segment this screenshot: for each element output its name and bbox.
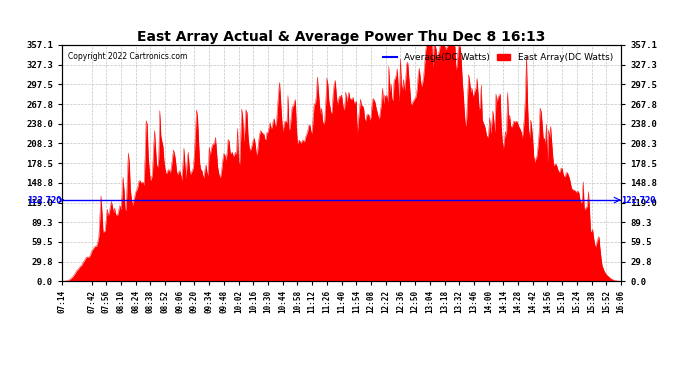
Text: 122.720: 122.720 [27, 195, 61, 204]
Title: East Array Actual & Average Power Thu Dec 8 16:13: East Array Actual & Average Power Thu De… [137, 30, 546, 44]
Text: 122.720: 122.720 [622, 195, 656, 204]
Legend: Average(DC Watts), East Array(DC Watts): Average(DC Watts), East Array(DC Watts) [380, 50, 616, 66]
Text: Copyright 2022 Cartronics.com: Copyright 2022 Cartronics.com [68, 52, 187, 61]
